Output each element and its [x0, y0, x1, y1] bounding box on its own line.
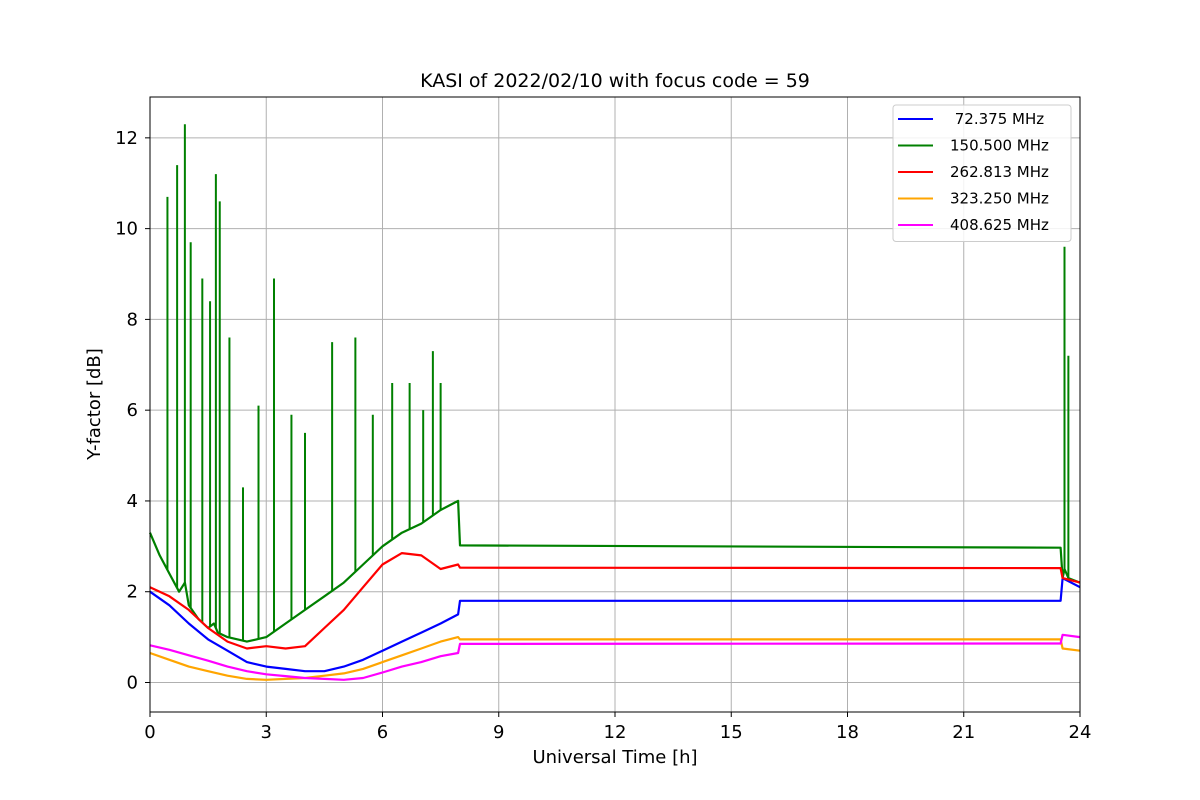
x-axis-label: Universal Time [h] — [532, 747, 697, 768]
series-line — [149, 552, 1081, 650]
y-tick-label: 6 — [127, 400, 138, 421]
x-tick-label: 21 — [952, 722, 975, 743]
y-tick-label: 2 — [127, 582, 138, 603]
series-layer — [148, 124, 1081, 681]
series-line — [149, 577, 1081, 673]
series-line — [149, 636, 1081, 681]
legend-label: 408.625 MHz — [950, 216, 1049, 234]
series-3 — [149, 636, 1081, 681]
x-tick-label: 12 — [604, 722, 627, 743]
legend-label: 262.813 MHz — [950, 163, 1049, 181]
series-2 — [149, 552, 1081, 650]
y-tick-label: 10 — [115, 219, 138, 240]
x-tick-label: 3 — [261, 722, 272, 743]
series-4 — [149, 633, 1081, 681]
series-0 — [149, 577, 1081, 673]
y-tick-label: 0 — [127, 672, 138, 693]
y-tick-label: 8 — [127, 309, 138, 330]
series-line — [149, 633, 1081, 681]
legend: 72.375 MHz 150.500 MHz 262.813 MHz 323.250 … — [892, 104, 1072, 242]
x-tick-label: 24 — [1069, 722, 1092, 743]
x-tick-label: 18 — [836, 722, 859, 743]
x-tick-label: 9 — [493, 722, 504, 743]
x-tick-label: 15 — [720, 722, 743, 743]
legend-label: 72.375 MHz — [950, 110, 1044, 128]
series-1 — [148, 124, 1081, 643]
y-axis-label: Y-factor [dB] — [84, 348, 105, 461]
legend-label: 323.250 MHz — [950, 190, 1049, 208]
y-tick-label: 4 — [127, 491, 138, 512]
series-line — [148, 499, 1081, 643]
legend-box — [892, 104, 1072, 242]
chart-title: KASI of 2022/02/10 with focus code = 59 — [420, 70, 810, 92]
legend-label: 150.500 MHz — [950, 137, 1049, 155]
x-tick-label: 0 — [144, 722, 155, 743]
x-tick-label: 6 — [377, 722, 388, 743]
y-tick-label: 12 — [115, 128, 138, 149]
